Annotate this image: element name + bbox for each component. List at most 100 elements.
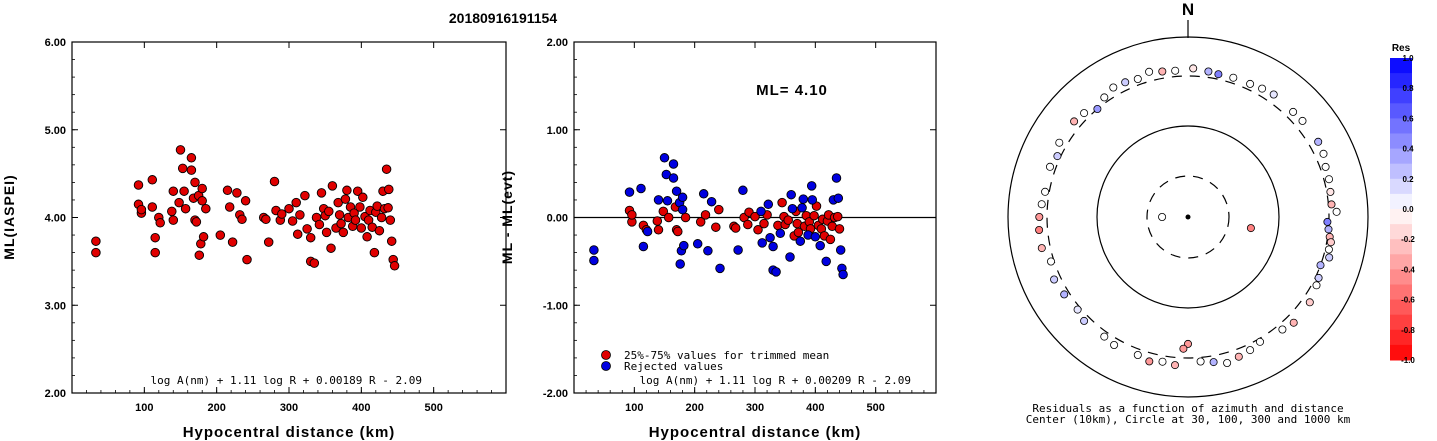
data-point-trimmed (809, 210, 819, 221)
data-point (324, 206, 334, 217)
data-point-trimmed (777, 197, 787, 208)
station-point (1305, 298, 1314, 307)
data-point-rejected (756, 206, 766, 217)
chart-azimuth-residuals: N Residuals as a function of azimuth and… (1007, 0, 1369, 426)
station-point (1246, 346, 1255, 355)
circle-300km (1046, 75, 1330, 359)
caption-line-2: Center (10km), Circle at 30, 100, 300 an… (1026, 413, 1351, 426)
data-point (326, 243, 336, 253)
legend-label-rejected: Rejected values (624, 360, 723, 373)
station-point (1314, 137, 1323, 146)
station-point (1171, 361, 1180, 370)
data-point-trimmed (663, 212, 674, 223)
data-point (381, 164, 392, 174)
data-point (190, 177, 200, 188)
station-point (1035, 225, 1044, 234)
data-point-rejected (671, 186, 682, 196)
data-point-trimmed (750, 211, 760, 222)
data-point (155, 218, 165, 228)
station-point (1229, 73, 1238, 82)
data-point-rejected (638, 241, 649, 252)
data-point-trimmed (730, 223, 741, 233)
data-point (177, 163, 188, 174)
station-point (1121, 78, 1130, 87)
colorbar-tick-label: 0.8 (1402, 84, 1414, 93)
circle-100km (1096, 125, 1280, 309)
station-point (1145, 67, 1154, 76)
data-point-rejected (733, 245, 743, 255)
colorbar-ticks: 1.0 0.8 0.6 0.4 0.2 0.0 -0.2 -0.4 -0.6 -0.8 -1.0 (1401, 54, 1415, 365)
station-point (1223, 358, 1232, 367)
station-point (1073, 305, 1082, 314)
data-point (147, 175, 158, 185)
data-point-rejected (798, 194, 809, 204)
colorbar-cell (1390, 133, 1412, 150)
station-point (1158, 212, 1167, 221)
data-point-rejected (703, 246, 713, 256)
station-point (1158, 357, 1167, 366)
x-tick-label: 500 (424, 402, 442, 414)
data-point-rejected (775, 228, 786, 239)
station-point (1093, 105, 1102, 114)
data-point (385, 215, 396, 225)
x-tick-label: 300 (280, 402, 298, 414)
data-point-rejected (738, 185, 748, 196)
station-point (1298, 116, 1307, 125)
data-point-rejected (757, 238, 767, 248)
colorbar-cell (1390, 58, 1412, 74)
data-point-trimmed (753, 225, 763, 235)
data-point (174, 197, 184, 208)
y-tick-label: 0.00 (547, 213, 568, 225)
colorbar-tick-label: 0.4 (1402, 145, 1414, 154)
data-point (321, 227, 332, 238)
station-point (1324, 225, 1333, 234)
data-point-trimmed (714, 204, 724, 215)
data-point (133, 180, 144, 190)
station-point (1133, 350, 1142, 359)
station-point (1316, 261, 1325, 270)
chart-ml-vs-distance: 100 200 300 400 500 2.00 3.00 4.00 5.00 6.00 log… (1, 37, 507, 441)
data-point-rejected (815, 240, 825, 251)
data-point (222, 185, 233, 196)
data-point-rejected (786, 189, 796, 200)
data-point (295, 210, 305, 220)
data-point-rejected (807, 195, 818, 205)
station-point (1035, 212, 1044, 221)
colorbar-cell (1390, 239, 1412, 255)
data-point (147, 202, 158, 212)
data-point (356, 223, 367, 233)
data-point (277, 209, 287, 219)
x-tick-label: 500 (866, 402, 884, 414)
station-point (1326, 187, 1335, 196)
data-point-rejected (642, 226, 653, 237)
data-point (136, 204, 147, 215)
data-point (300, 190, 310, 201)
data-point (302, 224, 312, 234)
y-tick-label: 3.00 (45, 300, 66, 312)
colorbar-cell (1390, 284, 1412, 301)
station-point (1234, 352, 1243, 361)
y-tick-label: 2.00 (45, 388, 66, 400)
data-point (91, 247, 101, 258)
data-point (186, 165, 197, 175)
colorbar-cell (1390, 163, 1412, 180)
station-point (1321, 162, 1330, 171)
data-point (383, 203, 393, 213)
station-point (1179, 344, 1188, 353)
colorbar-cell (1390, 299, 1412, 316)
data-point-trimmed (680, 212, 691, 223)
data-point (237, 214, 247, 225)
data-point (175, 145, 186, 155)
data-point (287, 216, 298, 226)
data-points (589, 153, 848, 280)
station-point (1145, 357, 1154, 366)
data-point (369, 247, 380, 258)
data-point-rejected (589, 255, 599, 266)
data-point-rejected (624, 187, 635, 197)
data-point-trimmed (652, 216, 663, 226)
colorbar-cell (1390, 193, 1412, 210)
colorbar-cell (1390, 73, 1412, 89)
data-point-trimmed (834, 224, 845, 234)
colorbar-cell (1390, 344, 1412, 361)
